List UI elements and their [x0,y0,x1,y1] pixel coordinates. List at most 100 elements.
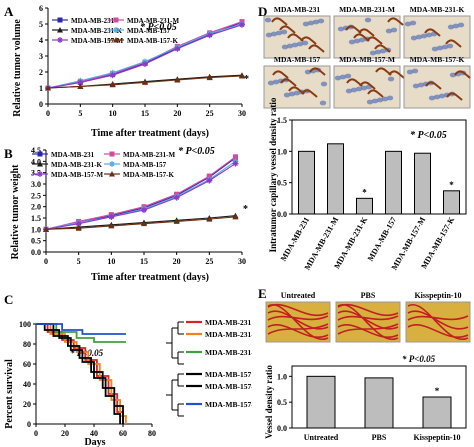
vessel-branch [267,315,329,321]
nucleus-blob [369,50,377,56]
nucleus-blob [307,20,315,26]
nucleus-blob [457,22,465,28]
nucleus-blob [353,38,361,44]
nucleus-blob [409,20,417,26]
panel-d: D MDA-MB-231 MDA-MB-231-M MDA-MB-231-K MDA-… [252,0,474,280]
nucleus-blob [296,41,304,47]
significance-star: * [435,386,440,396]
panel-a-x-tick-label: 15 [141,109,149,118]
panel-b-letter: B [4,146,13,161]
panel-d-x-tick-label: MDA-MB-157 [366,216,398,263]
panel-b-xlabel: Time after treatment (days) [91,272,209,282]
nucleus-blob [312,19,320,25]
significance-star: * [449,180,454,190]
nucleus-blob [385,28,393,34]
panel-d-svg: D MDA-MB-231 MDA-MB-231-M MDA-MB-231-KMDA-… [258,4,471,272]
nucleus-blob [411,68,419,74]
legend-label: MDA-MB-157 [127,27,171,35]
panel-c-stat: * P<0.05 [70,348,104,358]
panel-d-y-tick-label: 1.0 [277,147,287,156]
panel-c-y-tick-label: 20 [23,400,31,409]
nucleus-blob [376,97,384,103]
nucleus-blob [438,93,446,99]
mda-mb-157-m-point [141,207,147,214]
panel-a-y-tick-label: 0 [39,100,43,109]
panel-b-y-tick-label: 2.0 [31,203,41,212]
mda-mb-157-k-point [206,216,213,222]
legend-label: MDA-MB-231-K [205,348,252,357]
panel-c-x-tick-label: 60 [119,429,127,438]
kisspeptin-10-bar [422,396,452,429]
panel-c-x-tick-label: 40 [90,429,98,438]
mda-mb-157-m-point [108,213,115,220]
panel-c-y-tick-label: 100 [19,320,31,329]
nucleus-blob [425,32,433,38]
panel-a-x-tick-label: 30 [238,109,246,118]
mda-mb-157-m-point [174,45,181,52]
panel-e-y-tick-label: 0.5 [277,398,287,407]
nucleus-blob [412,83,420,89]
ihc-image-label: MDA-MB-231-K [410,5,465,14]
legend-label: MDA-MB-231-M [123,151,175,159]
panel-b-plot: 0 5 10 15 20 25 30 0.0 0.5 1.0 1.5 2.0 2.5 3.0 3.5 4.0 4… [31,146,248,266]
vessel-branch [267,323,329,335]
panel-b-y-tick-label: 0.0 [31,248,41,257]
mda-mb-231-k-bar [356,197,373,215]
nucleus-blob [275,30,283,36]
panel-c-chart: C * P<0.05 Percent survival Days 0 20 40 60… [4,292,252,447]
panel-e-x-tick-label: Untreated [304,433,339,442]
panel-b-x-tick-label: 30 [238,257,246,266]
nucleus-blob [364,17,372,23]
nucleus-blob [371,98,379,104]
panel-d-stat: * P<0.05 [410,130,447,141]
panel-c-plot: 0 20 40 60 80 0 20 40 60 80 100 MDA-MB-231 MDA-MB-23… [19,318,252,438]
panel-a-xlabel: Time after treatment (days) [91,128,209,139]
mda-mb-231-survival-line [36,323,124,424]
panel-c-y-tick-label: 80 [23,340,31,349]
panel-e-stat: * P<0.05 [402,354,436,364]
nucleus-blob [345,88,353,94]
nucleus-blob [265,32,273,38]
legend-label: MDA-MB-231-K [51,161,102,169]
panel-a-x-tick-label: 5 [78,109,82,118]
nucleus-blob [449,72,457,78]
mda-mb-157-k-point [173,218,180,224]
ihc-image-label: MDA-MB-157 [274,55,320,64]
nucleus-blob [406,69,414,75]
nucleus-blob [350,87,358,93]
vessel-stain [271,17,288,26]
vessel-branch [407,303,469,341]
panel-b-y-tick-label: 2.5 [31,191,41,200]
panel-e: E Untreated PBS Kisspeptin-10 * P<0.05 Ves… [252,282,474,447]
nucleus-blob [286,43,294,49]
vessel-stain [353,33,370,42]
panel-c-x-tick-label: 80 [148,429,156,438]
nucleus-blob [302,21,310,27]
vessel-stain [387,17,404,26]
vessel-stain [367,89,384,98]
panel-d-letter: D [258,4,267,19]
vessel-branch [407,315,469,321]
vessel-stain [301,89,318,98]
panel-c-ylabel: Percent survival [4,359,15,429]
panel-b-x-tick-label: 15 [140,257,148,266]
mda-mb-157-m-survival-line [36,323,124,424]
panel-c-x-tick-label: 0 [34,429,38,438]
nucleus-blob [441,44,449,50]
panel-b-y-tick-label: 4.0 [31,157,41,166]
legend-swatch-marker [57,17,63,23]
nucleus-blob [320,81,328,87]
nucleus-blob [386,95,394,101]
vessel-stain [288,86,305,95]
panel-a-plot: 0 5 10 15 20 25 30 0 1 2 3 4 5 6 MDA-MB-231 MDA-MB-231-… [39,4,249,118]
pbs-bar [364,377,394,429]
mda-mb-157-k-point [174,77,181,83]
legend-label: MDA-MB-157-K [205,400,252,409]
vessel-branch [337,310,399,330]
panel-d-y-tick-label: 0.5 [277,179,287,188]
vessel-stain [346,78,363,87]
legend-swatch-marker [113,27,119,33]
vessel-stain [375,67,392,76]
nucleus-blob [293,90,301,96]
mda-mb-157-k-point [232,213,239,220]
